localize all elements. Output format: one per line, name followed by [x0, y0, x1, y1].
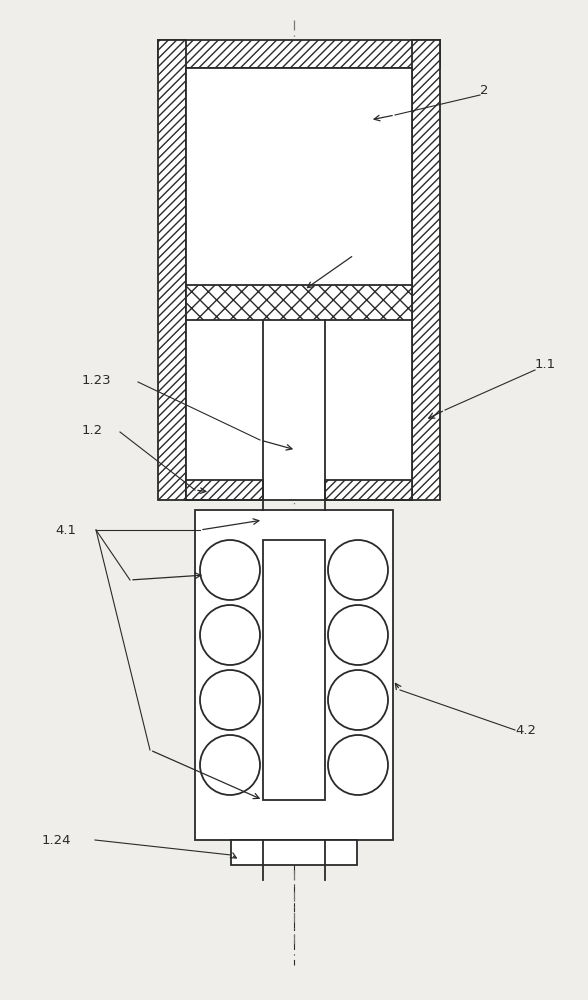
Bar — [186, 68, 412, 500]
Bar — [158, 40, 440, 68]
Bar — [325, 480, 412, 500]
Bar — [158, 40, 186, 500]
Text: 1.2: 1.2 — [82, 424, 103, 436]
Bar — [231, 840, 357, 865]
Text: 2: 2 — [480, 84, 489, 97]
Text: 4.1: 4.1 — [55, 524, 76, 536]
Text: 1.23: 1.23 — [82, 373, 112, 386]
Text: 1.24: 1.24 — [42, 834, 72, 846]
Bar — [263, 540, 325, 800]
Bar — [186, 480, 263, 500]
Bar — [195, 510, 393, 840]
Text: 1.1: 1.1 — [535, 359, 556, 371]
Text: 4.2: 4.2 — [515, 724, 536, 736]
Bar — [412, 40, 440, 500]
Bar — [186, 285, 412, 320]
